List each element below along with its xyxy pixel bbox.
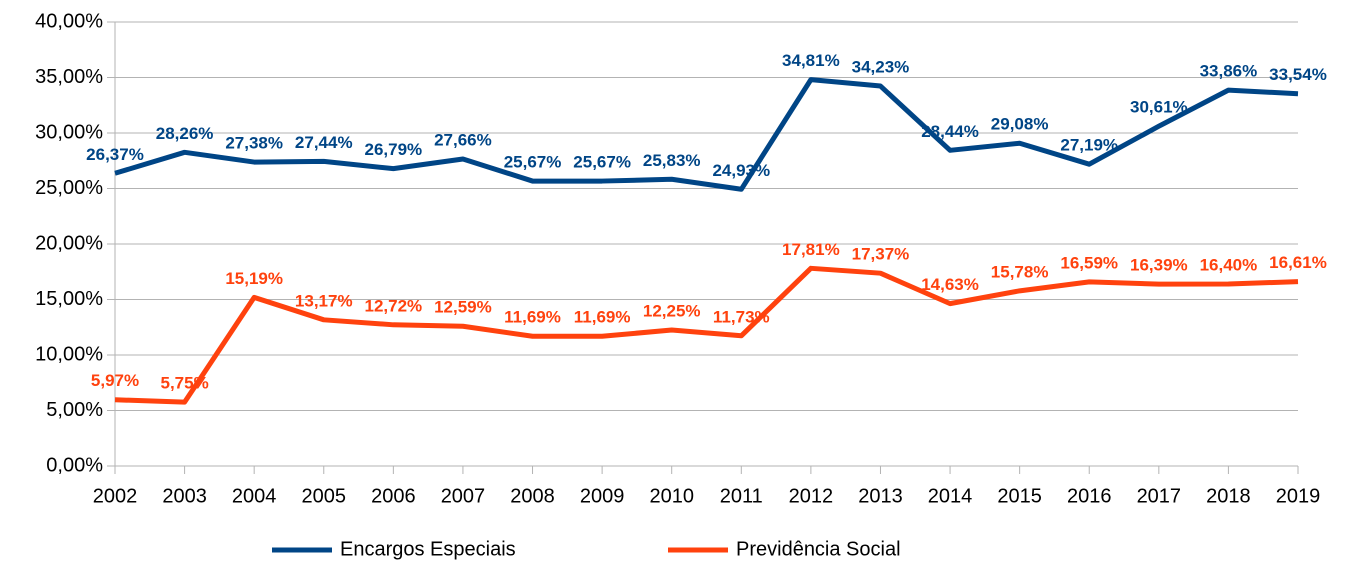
- data-label: 14,63%: [921, 275, 979, 294]
- y-tick-label: 40,00%: [35, 10, 103, 32]
- x-tick-label: 2018: [1206, 485, 1251, 507]
- data-label: 28,44%: [921, 122, 979, 141]
- data-label: 5,75%: [160, 374, 208, 393]
- data-label: 25,83%: [643, 151, 701, 170]
- data-label: 5,97%: [91, 371, 139, 390]
- data-label: 11,73%: [713, 307, 770, 326]
- x-tick-label: 2005: [302, 485, 347, 507]
- data-label: 15,19%: [225, 269, 283, 288]
- x-tick-label: 2012: [789, 485, 834, 507]
- legend-label: Encargos Especiais: [340, 538, 516, 560]
- data-label: 34,81%: [782, 51, 840, 70]
- x-tick-label: 2011: [720, 485, 763, 507]
- x-tick-label: 2010: [649, 485, 694, 507]
- data-label: 25,67%: [573, 153, 631, 172]
- x-tick-label: 2019: [1276, 485, 1321, 507]
- x-tick-label: 2004: [232, 485, 277, 507]
- x-tick-label: 2009: [580, 485, 625, 507]
- x-tick-label: 2016: [1067, 485, 1112, 507]
- data-label: 30,61%: [1130, 98, 1188, 117]
- y-tick-label: 15,00%: [35, 288, 103, 310]
- data-label: 27,44%: [295, 133, 353, 152]
- data-label: 16,40%: [1200, 255, 1258, 274]
- y-tick-label: 10,00%: [35, 343, 103, 365]
- x-tick-label: 2017: [1137, 485, 1182, 507]
- legend-label: Previdência Social: [736, 538, 901, 560]
- x-tick-label: 2013: [858, 485, 903, 507]
- data-label: 12,72%: [365, 296, 423, 315]
- y-tick-label: 20,00%: [35, 232, 103, 254]
- data-label: 34,23%: [852, 58, 910, 77]
- x-tick-label: 2006: [371, 485, 416, 507]
- data-label: 24,93%: [712, 161, 770, 180]
- data-label: 16,59%: [1060, 253, 1118, 272]
- data-label: 16,61%: [1269, 253, 1327, 272]
- x-tick-label: 2002: [93, 485, 138, 507]
- data-label: 11,69%: [504, 308, 561, 327]
- data-label: 29,08%: [991, 115, 1049, 134]
- data-label: 26,37%: [86, 145, 144, 164]
- data-label: 25,67%: [504, 153, 562, 172]
- data-label: 33,86%: [1200, 62, 1258, 81]
- x-tick-label: 2008: [510, 485, 555, 507]
- data-label: 12,25%: [643, 302, 701, 321]
- line-series: [114, 77, 1299, 192]
- y-tick-label: 30,00%: [35, 121, 103, 143]
- data-label: 12,59%: [434, 298, 492, 317]
- data-label: 15,78%: [991, 262, 1049, 281]
- y-tick-label: 5,00%: [46, 399, 103, 421]
- data-label: 17,81%: [782, 240, 840, 259]
- data-label: 28,26%: [156, 124, 214, 143]
- x-tick-label: 2015: [997, 485, 1042, 507]
- x-tick-label: 2007: [441, 485, 486, 507]
- data-label: 13,17%: [295, 291, 353, 310]
- data-label: 16,39%: [1130, 256, 1188, 275]
- y-tick-label: 25,00%: [35, 177, 103, 199]
- data-label: 26,79%: [365, 140, 423, 159]
- x-tick-label: 2003: [162, 485, 207, 507]
- data-label: 27,19%: [1060, 136, 1118, 155]
- data-label: 27,38%: [225, 134, 283, 153]
- y-tick-label: 35,00%: [35, 66, 103, 88]
- line-series: [114, 265, 1299, 405]
- data-label: 17,37%: [852, 245, 910, 264]
- y-tick-label: 0,00%: [46, 454, 103, 476]
- data-label: 27,66%: [434, 130, 492, 149]
- data-label: 11,69%: [574, 308, 631, 327]
- x-tick-label: 2014: [928, 485, 973, 507]
- data-label: 33,54%: [1269, 65, 1327, 84]
